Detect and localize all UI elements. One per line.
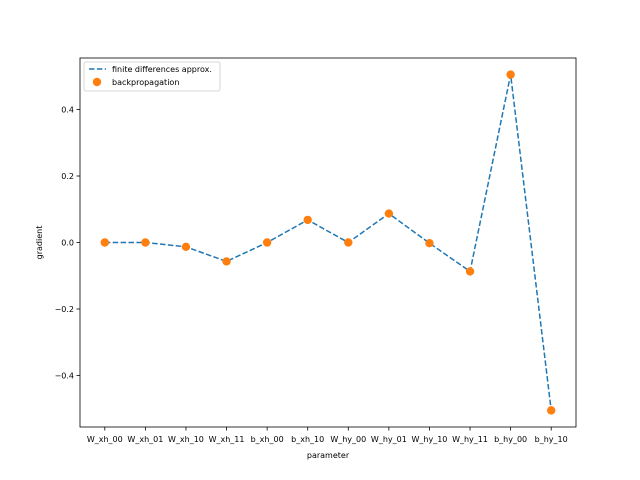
legend-label-backpropagation: backpropagation (112, 78, 179, 87)
x-tick-label: W_xh_00 (87, 435, 123, 444)
y-axis-ticks: −0.4 −0.2 0.0 0.2 0.4 (55, 106, 80, 380)
backpropagation-point (181, 242, 191, 252)
backpropagation-point (344, 238, 353, 247)
x-tick-label: W_hy_11 (452, 435, 488, 444)
backpropagation-point (100, 238, 110, 247)
x-tick-label: b_xh_10 (291, 435, 324, 444)
y-tick-label: −0.4 (55, 371, 74, 380)
x-tick-label: b_xh_00 (251, 435, 284, 444)
legend-marker-swatch (92, 77, 102, 87)
legend-frame (83, 61, 221, 92)
y-tick-label: 0.4 (61, 106, 74, 115)
backpropagation-point (384, 209, 394, 218)
x-tick-label: b_hy_00 (494, 435, 527, 444)
x-tick-label: W_xh_10 (168, 435, 204, 444)
axes-frame (79, 57, 577, 428)
x-axis-ticks: W_xh_00 W_xh_01 W_xh_10 W_xh_11 b_xh_00 b_xh_… (87, 427, 568, 444)
series-layer (100, 70, 556, 415)
backpropagation-point (222, 257, 231, 266)
x-tick-label: W_hy_10 (412, 435, 448, 444)
backpropagation-point (303, 215, 312, 225)
x-tick-label: W_xh_01 (127, 435, 163, 444)
finite-differences-line (104, 74, 552, 411)
x-axis-label: parameter (307, 451, 350, 460)
y-tick-label: 0.2 (61, 172, 74, 181)
legend: finite differences approx. backpropagati… (83, 61, 221, 92)
x-tick-label: W_hy_00 (330, 435, 366, 444)
x-tick-label: b_hy_10 (535, 435, 568, 444)
backpropagation-point (506, 70, 515, 79)
y-axis-label: gradient (35, 226, 44, 260)
y-tick-label: 0.0 (61, 239, 74, 248)
backpropagation-point (425, 238, 434, 248)
backpropagation-point (465, 267, 475, 276)
x-tick-label: W_xh_11 (209, 435, 245, 444)
backpropagation-point (262, 238, 272, 247)
backpropagation-point (547, 406, 556, 415)
x-tick-label: W_hy_01 (371, 435, 407, 444)
backpropagation-point (141, 238, 150, 247)
legend-label-finite-differences: finite differences approx. (112, 65, 212, 74)
y-tick-label: −0.2 (55, 305, 74, 314)
